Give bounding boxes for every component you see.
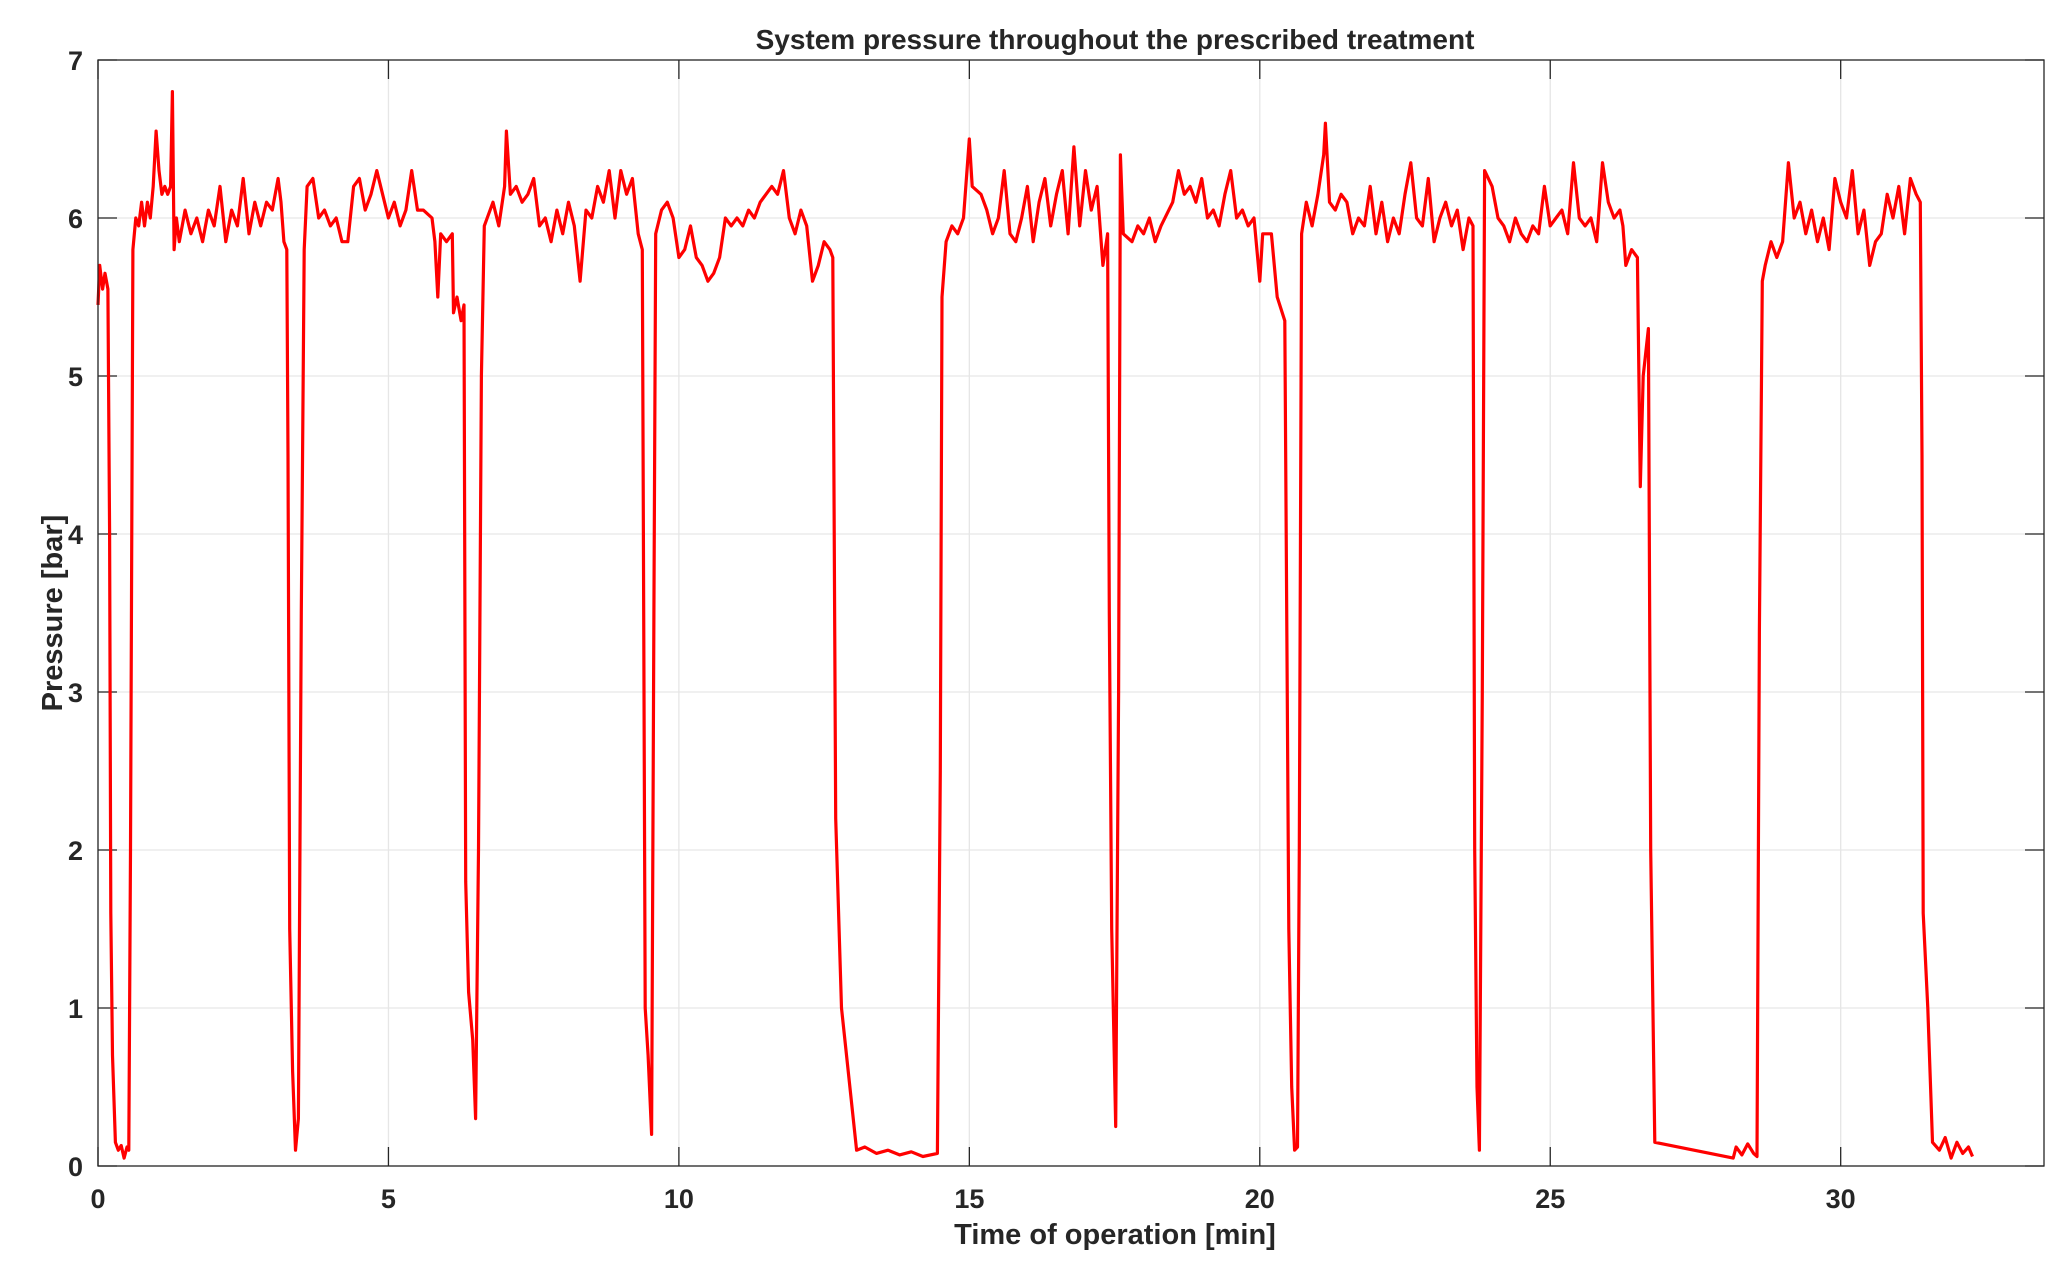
y-tick-label: 3 bbox=[68, 678, 83, 708]
x-tick-label: 0 bbox=[90, 1184, 105, 1214]
grid bbox=[97, 59, 2044, 1167]
y-axis-label: Pressure [bar] bbox=[37, 515, 69, 712]
y-tick-label: 1 bbox=[68, 994, 83, 1024]
x-tick-label: 10 bbox=[664, 1184, 694, 1214]
y-tick-label: 0 bbox=[68, 1152, 83, 1182]
x-axis: 0 5 10 15 20 25 30 bbox=[90, 60, 1856, 1214]
y-tick-label: 6 bbox=[68, 204, 83, 234]
x-tick-label: 25 bbox=[1535, 1184, 1565, 1214]
y-tick-label: 7 bbox=[68, 46, 83, 76]
y-tick-label: 5 bbox=[68, 362, 83, 392]
x-axis-label: Time of operation [min] bbox=[954, 1219, 1276, 1251]
y-tick-label: 2 bbox=[68, 836, 83, 866]
chart-title: System pressure throughout the prescribe… bbox=[756, 24, 1475, 55]
x-tick-label: 20 bbox=[1245, 1184, 1275, 1214]
pressure-line bbox=[96, 90, 1974, 1160]
x-tick-label: 5 bbox=[381, 1184, 396, 1214]
x-tick-label: 15 bbox=[954, 1184, 984, 1214]
axes-box bbox=[97, 59, 2045, 1167]
y-axis: 0 1 2 3 4 5 6 7 bbox=[68, 46, 2044, 1182]
x-tick-label: 30 bbox=[1826, 1184, 1856, 1214]
y-tick-label: 4 bbox=[68, 520, 83, 550]
series-layer bbox=[96, 90, 1974, 1160]
